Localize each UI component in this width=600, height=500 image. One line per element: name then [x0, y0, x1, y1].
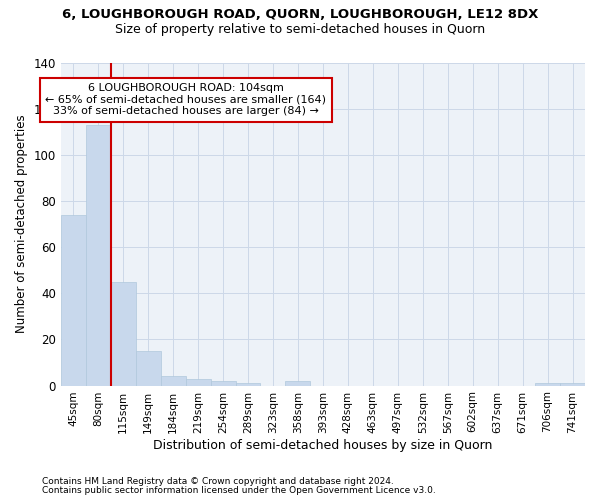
- Text: Contains public sector information licensed under the Open Government Licence v3: Contains public sector information licen…: [42, 486, 436, 495]
- Bar: [185, 378, 211, 386]
- Bar: [211, 381, 236, 386]
- Text: 6 LOUGHBOROUGH ROAD: 104sqm
← 65% of semi-detached houses are smaller (164)
33% : 6 LOUGHBOROUGH ROAD: 104sqm ← 65% of sem…: [45, 84, 326, 116]
- Bar: [286, 381, 310, 386]
- Text: Size of property relative to semi-detached houses in Quorn: Size of property relative to semi-detach…: [115, 22, 485, 36]
- Bar: [236, 384, 260, 386]
- Bar: [535, 384, 560, 386]
- Bar: [86, 125, 111, 386]
- X-axis label: Distribution of semi-detached houses by size in Quorn: Distribution of semi-detached houses by …: [153, 440, 493, 452]
- Text: Contains HM Land Registry data © Crown copyright and database right 2024.: Contains HM Land Registry data © Crown c…: [42, 477, 394, 486]
- Bar: [136, 351, 161, 386]
- Y-axis label: Number of semi-detached properties: Number of semi-detached properties: [15, 114, 28, 334]
- Bar: [61, 215, 86, 386]
- Text: 6, LOUGHBOROUGH ROAD, QUORN, LOUGHBOROUGH, LE12 8DX: 6, LOUGHBOROUGH ROAD, QUORN, LOUGHBOROUG…: [62, 8, 538, 21]
- Bar: [560, 384, 585, 386]
- Bar: [111, 282, 136, 386]
- Bar: [161, 376, 185, 386]
